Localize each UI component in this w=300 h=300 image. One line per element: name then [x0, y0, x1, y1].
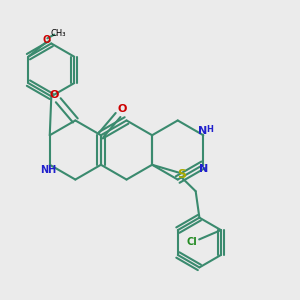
Text: N: N [198, 126, 207, 136]
Text: S: S [177, 168, 186, 181]
Text: O: O [117, 104, 127, 114]
Text: Cl: Cl [187, 237, 198, 247]
Text: O: O [43, 34, 51, 45]
Text: H: H [207, 124, 214, 134]
Text: CH₃: CH₃ [51, 29, 66, 38]
Text: NH: NH [40, 165, 56, 176]
Text: O: O [50, 90, 59, 100]
Text: N: N [199, 164, 208, 174]
